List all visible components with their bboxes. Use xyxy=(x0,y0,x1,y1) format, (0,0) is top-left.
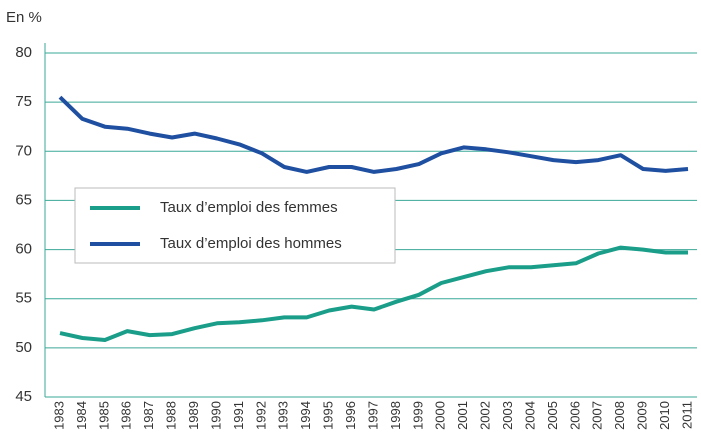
x-tick-label: 1999 xyxy=(410,401,425,430)
y-axis-label: En % xyxy=(6,9,42,26)
x-tick-label: 1996 xyxy=(343,401,358,430)
x-tick-label: 2000 xyxy=(433,401,448,430)
x-tick-label: 1983 xyxy=(51,401,66,430)
x-tick-label: 2005 xyxy=(545,401,560,430)
x-tick-label: 1994 xyxy=(298,401,313,430)
x-tick-label: 2008 xyxy=(612,401,627,430)
x-tick-label: 2001 xyxy=(455,401,470,430)
x-tick-label: 2011 xyxy=(679,401,694,429)
y-tick-label: 50 xyxy=(15,339,32,356)
x-tick-label: 1984 xyxy=(74,401,89,430)
x-tick-label: 1986 xyxy=(119,401,134,430)
y-tick-label: 75 xyxy=(15,93,32,110)
x-tick-label: 1985 xyxy=(96,401,111,430)
x-tick-label: 1989 xyxy=(186,401,201,430)
x-tick-label: 1998 xyxy=(388,401,403,430)
x-tick-label: 2006 xyxy=(567,401,582,430)
x-tick-label: 1997 xyxy=(365,401,380,430)
x-tick-label: 1995 xyxy=(321,401,336,430)
x-tick-label: 1991 xyxy=(231,401,246,430)
y-tick-label: 60 xyxy=(15,241,32,258)
x-tick-label: 2009 xyxy=(635,401,650,430)
x-tick-label: 1992 xyxy=(253,401,268,430)
x-tick-label: 2007 xyxy=(590,401,605,430)
y-tick-label: 45 xyxy=(15,388,32,405)
x-tick-label: 2002 xyxy=(478,401,493,430)
x-tick-label: 1988 xyxy=(164,401,179,430)
legend-label: Taux d’emploi des femmes xyxy=(160,199,338,216)
y-tick-label: 80 xyxy=(15,44,32,61)
x-tick-label: 2003 xyxy=(500,401,515,430)
x-tick-label: 1993 xyxy=(276,401,291,430)
y-tick-label: 70 xyxy=(15,142,32,159)
x-tick-label: 2010 xyxy=(657,401,672,430)
legend-box xyxy=(74,187,396,264)
x-tick-label: 1990 xyxy=(208,401,223,430)
x-tick-label: 1987 xyxy=(141,401,156,430)
y-tick-label: 55 xyxy=(15,290,32,307)
y-tick-label: 65 xyxy=(15,191,32,208)
legend-label: Taux d’emploi des hommes xyxy=(160,235,342,252)
x-tick-label: 2004 xyxy=(522,401,537,430)
line-series xyxy=(58,95,689,174)
line-series xyxy=(59,245,688,342)
